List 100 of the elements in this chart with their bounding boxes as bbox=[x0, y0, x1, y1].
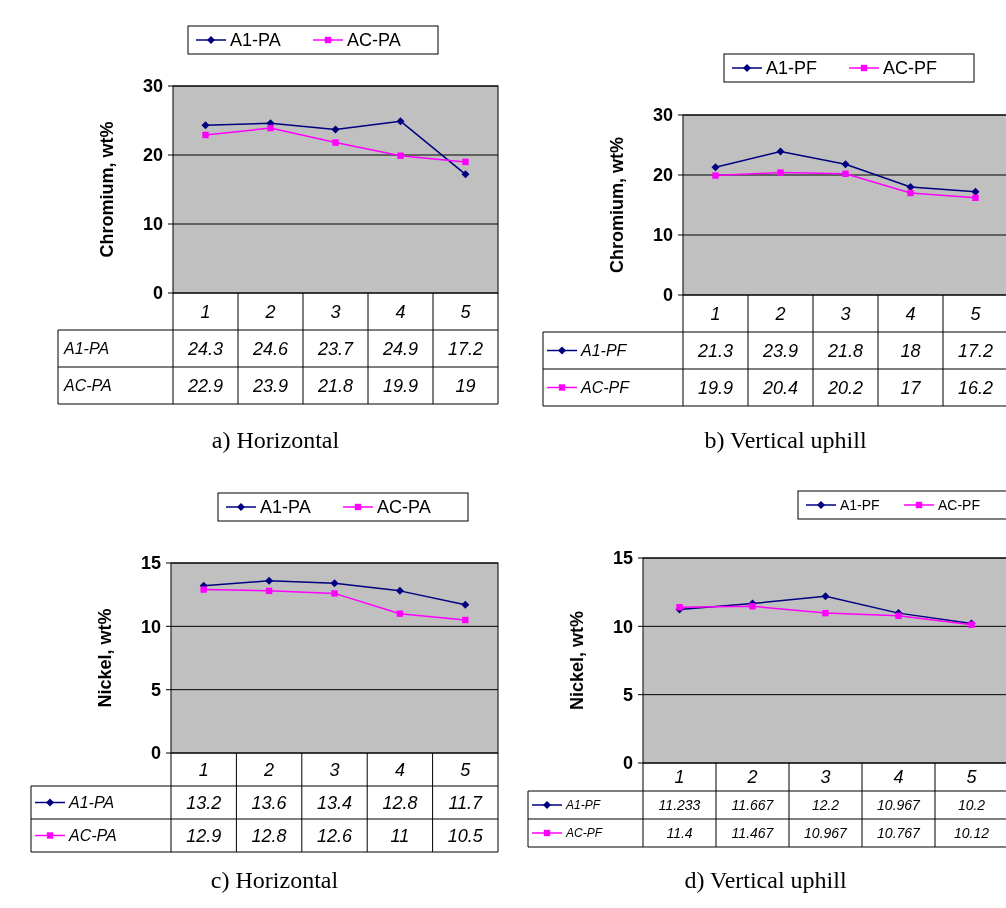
point bbox=[906, 183, 915, 191]
point bbox=[776, 147, 785, 156]
y-tick-label: 0 bbox=[150, 743, 161, 764]
x-tick-label: 4 bbox=[905, 303, 916, 324]
y-axis-title: Nickel, wt% bbox=[95, 608, 115, 708]
text: d) Vertical uphill bbox=[684, 867, 847, 893]
point bbox=[396, 610, 404, 617]
legend-label: AC-PA bbox=[347, 30, 401, 51]
x-tick-label: 4 bbox=[394, 759, 405, 780]
text: A1-PF bbox=[566, 798, 601, 813]
y-tick-label: 10 bbox=[140, 616, 161, 637]
y-tick-label: 15 bbox=[612, 548, 633, 569]
point bbox=[461, 170, 470, 179]
legend-label: AC-PA bbox=[377, 497, 431, 518]
data-label: 10.967 bbox=[877, 796, 922, 813]
text: AC-PA bbox=[69, 827, 117, 845]
text: AC-PF bbox=[566, 826, 602, 841]
data-label: 16.2 bbox=[957, 377, 994, 398]
data-label: 17 bbox=[900, 377, 922, 398]
x-tick-label: 1 bbox=[200, 301, 211, 322]
data-label: 21.8 bbox=[826, 340, 864, 361]
x-tick-label: 5 bbox=[966, 767, 978, 788]
data-label: 11 bbox=[390, 825, 410, 846]
legend-label: AC-PF bbox=[938, 496, 980, 513]
data-label: 17.2 bbox=[447, 338, 484, 359]
point bbox=[907, 189, 914, 197]
legend-label: A1-PF bbox=[766, 58, 818, 79]
x-tick-label: 1 bbox=[198, 759, 209, 780]
x-tick-label: 1 bbox=[674, 767, 685, 788]
data-label: 12.6 bbox=[316, 825, 353, 846]
data-label: 10.5 bbox=[447, 825, 484, 846]
point bbox=[267, 124, 274, 132]
point bbox=[397, 152, 404, 159]
data-label: 19.9 bbox=[697, 377, 734, 398]
data-label: 11.7 bbox=[448, 792, 484, 813]
text: A1-PA bbox=[69, 794, 115, 812]
y-tick-label: 10 bbox=[652, 225, 673, 246]
text: AC-PA bbox=[64, 377, 112, 395]
y-tick-label: 30 bbox=[142, 76, 163, 97]
point bbox=[331, 590, 338, 597]
x-tick-label: 2 bbox=[774, 303, 786, 324]
data-label: 10.12 bbox=[953, 824, 990, 841]
x-tick-label: 2 bbox=[746, 767, 758, 788]
data-label: 11.4 bbox=[666, 824, 693, 841]
x-tick-label: 3 bbox=[330, 301, 341, 322]
y-tick-label: 15 bbox=[140, 553, 161, 574]
x-tick-label: 3 bbox=[820, 767, 831, 788]
y-tick-label: 10 bbox=[142, 214, 163, 235]
y-axis-title: Chromium, wt% bbox=[607, 136, 627, 274]
text: c) Horizontal bbox=[210, 867, 339, 893]
data-label: 21.3 bbox=[696, 340, 734, 361]
x-tick-label: 1 bbox=[710, 303, 721, 324]
point bbox=[972, 194, 979, 201]
y-axis-title: Chromium, wt% bbox=[97, 121, 117, 258]
x-tick-label: 4 bbox=[893, 767, 904, 788]
point bbox=[841, 160, 850, 169]
point bbox=[201, 121, 210, 130]
data-label: 24.9 bbox=[381, 338, 419, 359]
point bbox=[462, 616, 469, 624]
y-tick-label: 0 bbox=[152, 283, 163, 304]
data-label: 17.2 bbox=[957, 340, 994, 361]
text: AC-PF bbox=[581, 379, 629, 397]
x-tick-label: 2 bbox=[264, 301, 276, 322]
legend-label: AC-PF bbox=[883, 58, 937, 79]
point bbox=[971, 187, 980, 196]
data-label: 19.9 bbox=[382, 375, 419, 396]
point bbox=[822, 609, 829, 617]
x-tick-label: 3 bbox=[329, 759, 340, 780]
point bbox=[461, 600, 470, 609]
text: a) Horizontal bbox=[211, 427, 340, 453]
point bbox=[711, 163, 720, 172]
point bbox=[777, 169, 784, 176]
legend-label: A1-PA bbox=[260, 497, 311, 518]
data-label: 13.4 bbox=[316, 792, 353, 813]
data-label: 22.9 bbox=[186, 375, 224, 396]
data-label: 11.233 bbox=[658, 796, 701, 813]
legend-label: A1-PF bbox=[840, 496, 880, 513]
y-tick-label: 20 bbox=[652, 165, 673, 186]
point bbox=[332, 139, 339, 146]
data-label: 24.3 bbox=[186, 338, 224, 359]
data-label: 13.2 bbox=[186, 792, 222, 813]
data-label: 11.667 bbox=[731, 796, 775, 813]
point bbox=[265, 576, 274, 585]
x-tick-label: 4 bbox=[395, 301, 406, 322]
data-label: 21.8 bbox=[316, 375, 354, 396]
y-tick-label: 0 bbox=[662, 285, 673, 306]
data-label: 12.8 bbox=[382, 792, 418, 813]
point bbox=[821, 592, 830, 601]
data-label: 19 bbox=[455, 375, 476, 396]
point bbox=[200, 586, 207, 593]
point bbox=[396, 117, 405, 126]
data-label: 10.2 bbox=[957, 796, 986, 813]
y-tick-label: 10 bbox=[612, 616, 633, 637]
point bbox=[749, 603, 756, 610]
y-tick-label: 0 bbox=[622, 753, 633, 774]
point bbox=[202, 131, 209, 139]
text: A1-PF bbox=[581, 342, 627, 360]
text: A1-PA bbox=[64, 340, 110, 358]
point bbox=[712, 172, 719, 179]
data-label: 23.9 bbox=[251, 375, 289, 396]
